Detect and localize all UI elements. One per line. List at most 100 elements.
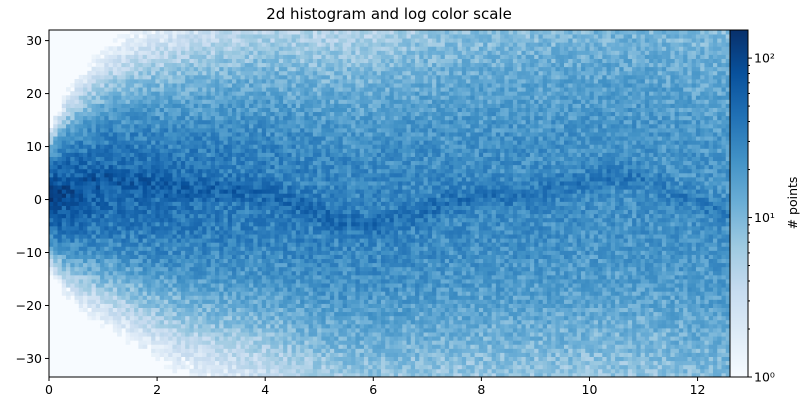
histogram-cell	[197, 127, 203, 133]
histogram-cell	[232, 246, 237, 251]
histogram-cell	[193, 185, 199, 190]
histogram-cell	[210, 279, 216, 284]
histogram-cell	[74, 234, 80, 239]
histogram-cell	[253, 107, 258, 113]
histogram-cell	[317, 66, 322, 72]
histogram-cell	[236, 287, 241, 292]
histogram-cell	[274, 168, 280, 174]
histogram-cell	[176, 70, 182, 76]
histogram-cell	[155, 156, 161, 162]
histogram-cell	[202, 176, 207, 182]
histogram-cell	[100, 201, 105, 206]
histogram-cell	[304, 238, 310, 243]
histogram-cell	[219, 91, 224, 96]
histogram-cell	[142, 46, 148, 51]
histogram-cell	[185, 356, 190, 362]
histogram-cell	[66, 111, 71, 117]
histogram-cell	[206, 152, 212, 157]
histogram-cell	[95, 217, 101, 223]
histogram-cell	[189, 323, 195, 329]
histogram-cell	[172, 185, 178, 190]
histogram-cell	[304, 230, 310, 235]
histogram-cell	[57, 140, 63, 145]
histogram-cell	[146, 144, 152, 149]
histogram-cell	[232, 111, 237, 117]
histogram-cell	[312, 234, 318, 239]
histogram-cell	[300, 193, 305, 198]
histogram-cell	[185, 58, 190, 64]
histogram-cell	[223, 279, 229, 284]
histogram-cell	[189, 291, 195, 296]
histogram-cell	[214, 213, 220, 219]
histogram-cell	[125, 287, 131, 292]
histogram-cell	[78, 262, 84, 268]
histogram-cell	[121, 181, 127, 186]
histogram-cell	[202, 83, 207, 88]
histogram-cell	[304, 323, 310, 329]
histogram-cell	[142, 164, 148, 170]
histogram-cell	[266, 160, 271, 166]
histogram-cell	[325, 258, 331, 264]
histogram-cell	[151, 99, 156, 104]
histogram-cell	[214, 181, 220, 186]
histogram-cell	[163, 283, 169, 288]
histogram-cell	[155, 95, 161, 100]
histogram-cell	[117, 46, 122, 51]
histogram-cell	[257, 266, 263, 272]
histogram-cell	[278, 213, 284, 219]
histogram-cell	[308, 54, 314, 59]
histogram-cell	[104, 319, 109, 325]
histogram-cell	[223, 336, 229, 341]
histogram-cell	[278, 168, 284, 174]
histogram-cell	[283, 34, 288, 39]
histogram-cell	[108, 246, 114, 251]
histogram-cell	[300, 372, 305, 377]
histogram-cell	[91, 221, 97, 227]
histogram-cell	[125, 270, 131, 276]
histogram-cell	[261, 340, 267, 345]
histogram-cell	[146, 83, 152, 88]
histogram-cell	[134, 303, 139, 308]
histogram-cell	[240, 242, 246, 247]
histogram-cell	[244, 364, 250, 370]
histogram-cell	[287, 295, 293, 300]
histogram-cell	[270, 279, 275, 284]
histogram-cell	[66, 95, 71, 100]
histogram-cell	[155, 78, 161, 84]
histogram-cell	[227, 336, 233, 341]
histogram-cell	[206, 189, 212, 194]
histogram-cell	[214, 307, 220, 313]
histogram-cell	[163, 181, 169, 186]
histogram-cell	[193, 54, 199, 59]
histogram-cell	[83, 185, 88, 190]
histogram-cell	[223, 217, 229, 223]
histogram-cell	[202, 185, 207, 190]
histogram-cell	[244, 144, 250, 149]
histogram-cell	[189, 160, 195, 166]
histogram-cell	[57, 250, 63, 255]
histogram-cell	[95, 70, 101, 76]
histogram-cell	[95, 193, 101, 198]
histogram-cell	[125, 254, 131, 260]
histogram-cell	[197, 197, 203, 202]
histogram-cell	[117, 148, 122, 153]
histogram-cell	[121, 193, 127, 198]
histogram-cell	[278, 291, 284, 296]
histogram-cell	[308, 140, 314, 145]
histogram-cell	[134, 115, 139, 121]
histogram-cell	[125, 123, 131, 129]
histogram-cell	[232, 364, 237, 370]
histogram-cell	[193, 344, 199, 349]
histogram-cell	[223, 242, 229, 247]
histogram-cell	[121, 287, 127, 292]
histogram-cell	[219, 160, 224, 166]
histogram-cell	[321, 185, 327, 190]
histogram-cell	[219, 221, 224, 227]
histogram-cell	[112, 193, 118, 198]
histogram-cell	[83, 209, 88, 215]
histogram-cell	[278, 70, 284, 76]
histogram-cell	[283, 91, 288, 96]
histogram-cell	[278, 217, 284, 223]
histogram-cell	[146, 58, 152, 64]
histogram-cell	[180, 168, 186, 174]
